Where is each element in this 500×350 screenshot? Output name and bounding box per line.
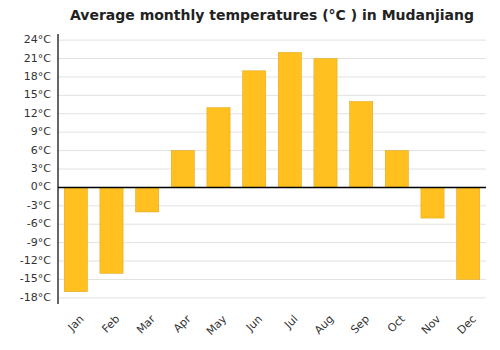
y-axis-line — [57, 34, 58, 304]
bar — [278, 52, 301, 187]
x-tick-label: Dec — [455, 313, 479, 337]
zero-line — [58, 187, 486, 189]
bar — [314, 59, 337, 188]
bar — [385, 151, 408, 188]
grid-line — [58, 132, 486, 133]
x-tick-label: Jan — [65, 313, 87, 335]
grid-line — [58, 150, 486, 151]
x-tick-label: Feb — [99, 313, 122, 336]
chart-svg: -18°C -15°C -12°C -9°C -6°C -3°C 0°C 3°C 6°C 9°C 1… — [0, 0, 500, 350]
y-tick-label: 6°C — [31, 144, 51, 157]
x-tick-label: Jun — [243, 313, 265, 335]
y-tick-label: -18°C — [20, 291, 51, 304]
y-tick-label: 0°C — [31, 180, 51, 193]
y-tick-label: -15°C — [20, 272, 51, 285]
x-tick-label: Aug — [312, 313, 336, 337]
grid-line — [58, 113, 486, 114]
y-tick-label: -3°C — [27, 199, 51, 212]
chart-container: -18°C -15°C -12°C -9°C -6°C -3°C 0°C 3°C 6°C 9°C 1… — [0, 0, 500, 350]
bar — [350, 102, 373, 188]
grid — [58, 40, 486, 298]
bar — [136, 187, 159, 212]
grid-line — [58, 297, 486, 298]
bar — [421, 187, 444, 218]
grid-line — [58, 40, 486, 41]
grid-line — [58, 58, 486, 59]
bar — [171, 151, 194, 188]
grid-line — [58, 279, 486, 280]
bar — [100, 187, 123, 273]
y-tick-label: 18°C — [24, 70, 51, 83]
x-tick-label: Nov — [419, 312, 444, 337]
title: Average monthly temperatures (°C ) in Mu… — [70, 7, 474, 23]
y-tick-label: 9°C — [31, 125, 51, 138]
x-tick-label: Oct — [385, 312, 408, 335]
y-tick-label: 3°C — [31, 162, 51, 175]
grid-line — [58, 187, 486, 188]
bar — [243, 71, 266, 188]
bar — [207, 108, 230, 188]
grid-line — [58, 169, 486, 170]
y-tick-label: 24°C — [24, 33, 51, 46]
y-tick-label: -9°C — [27, 236, 51, 249]
x-tick-label: Apr — [171, 312, 194, 335]
y-axis: -18°C -15°C -12°C -9°C -6°C -3°C 0°C 3°C 6°C 9°C 1… — [20, 33, 51, 304]
x-axis: Jan Feb Mar Apr May Jun Jul Aug Sep Oct Nov Dec — [65, 312, 479, 338]
y-tick-label: 12°C — [24, 107, 51, 120]
x-tick-label: May — [204, 312, 230, 338]
x-tick-label: Sep — [348, 313, 372, 337]
bar — [457, 187, 480, 279]
x-tick-label: Jul — [281, 313, 300, 332]
bar — [64, 187, 87, 291]
y-tick-label: 15°C — [24, 88, 51, 101]
grid-line — [58, 76, 486, 77]
y-tick-label: 21°C — [24, 52, 51, 65]
y-tick-label: -12°C — [20, 254, 51, 267]
y-tick-label: -6°C — [27, 217, 51, 230]
x-tick-label: Mar — [134, 312, 158, 336]
grid-line — [58, 95, 486, 96]
bars — [64, 52, 480, 291]
